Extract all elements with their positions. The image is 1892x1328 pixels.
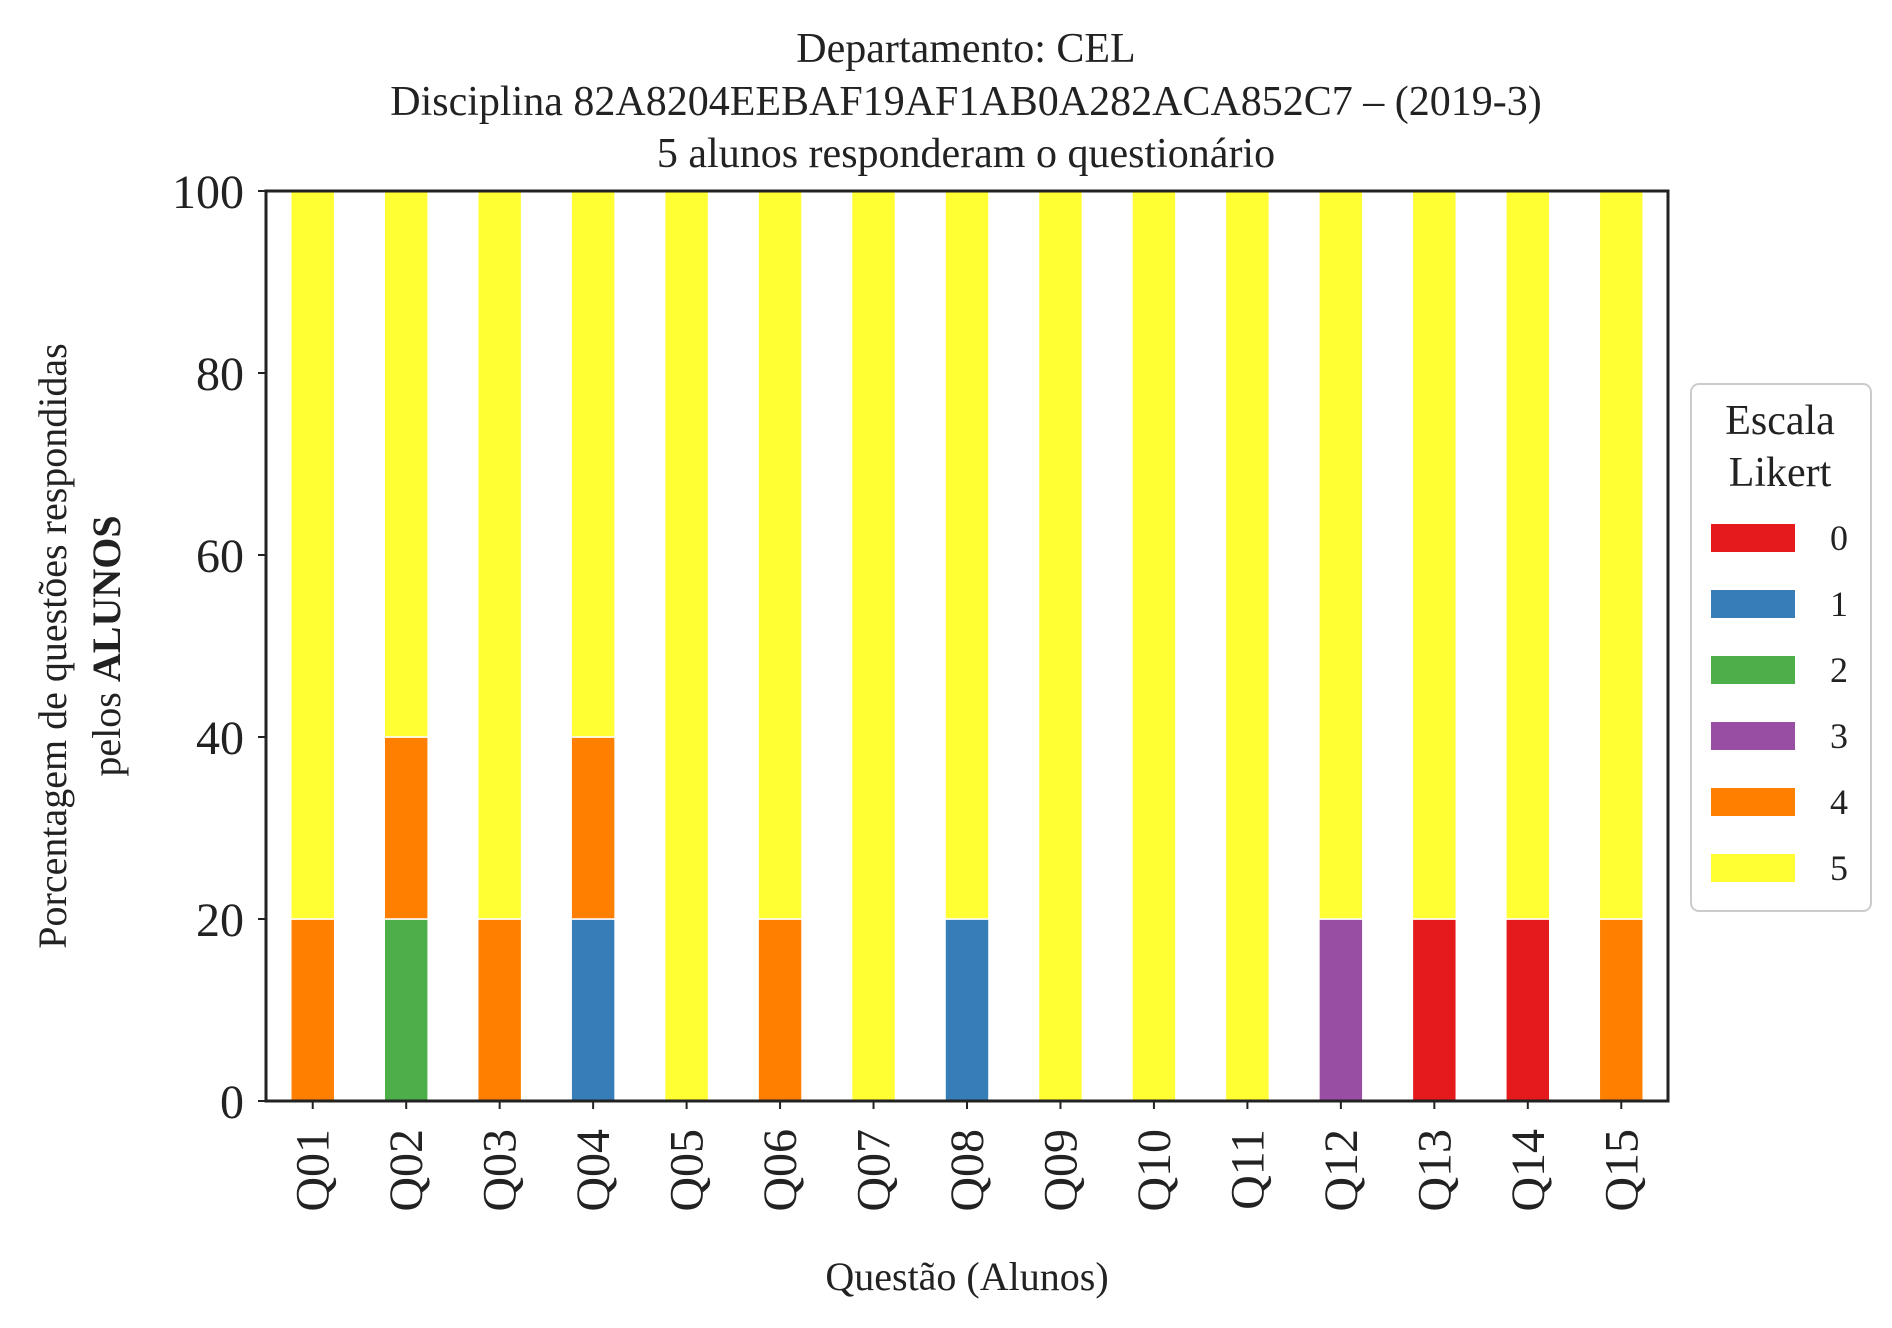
legend-swatch-5	[1711, 854, 1795, 882]
bars-layer	[290, 190, 1644, 1102]
x-tick-label-q04: Q04	[567, 1129, 620, 1212]
plot-frame	[264, 189, 1670, 1103]
bar-q11-scale-5	[1224, 190, 1271, 1102]
x-tick-label-q15: Q15	[1595, 1129, 1648, 1212]
bar-q03-scale-5	[476, 190, 523, 920]
bar-q02-scale-5	[383, 190, 429, 738]
y-tick-label: 80	[196, 348, 244, 401]
bar-q03-scale-4	[476, 918, 523, 1102]
legend-label-0: 0	[1830, 518, 1848, 558]
bar-q01-scale-5	[290, 190, 336, 920]
x-tick-label-q01: Q01	[287, 1129, 340, 1212]
y-tick-label: 60	[196, 530, 244, 583]
bar-q13-scale-0	[1411, 918, 1458, 1102]
legend-label-2: 2	[1830, 650, 1848, 690]
x-tick-label-q11: Q11	[1221, 1129, 1274, 1210]
y-axis-label: Porcentagem de questões respondidas pelo…	[30, 343, 129, 948]
x-tick-label-q14: Q14	[1502, 1129, 1555, 1212]
x-tick-label-q03: Q03	[474, 1129, 527, 1212]
legend-swatch-3	[1711, 722, 1795, 750]
bar-q08-scale-5	[944, 190, 990, 920]
y-tick-label: 40	[196, 712, 244, 765]
y-axis-ticks: 0 20 40 60 80 100	[172, 166, 266, 1129]
x-tick-label-q07: Q07	[848, 1129, 901, 1212]
y-axis-label-line-2: pelos ALUNOS	[84, 515, 129, 776]
legend: Escala Likert 0 1 2 3 4 5	[1690, 383, 1872, 912]
x-tick-label-q08: Q08	[941, 1129, 994, 1212]
y-axis-label-line-1: Porcentagem de questões respondidas	[30, 343, 75, 948]
x-tick-label-q10: Q10	[1128, 1129, 1181, 1212]
chart-title-line-1: Departamento: CEL	[796, 26, 1135, 72]
bar-q10-scale-5	[1131, 190, 1177, 1102]
y-axis-label-prefix: pelos	[84, 682, 129, 776]
bar-q14-scale-5	[1505, 190, 1551, 920]
bar-q15-scale-5	[1598, 190, 1644, 920]
bar-q04-scale-1	[570, 918, 616, 1102]
legend-box	[1690, 383, 1872, 912]
legend-swatch-4	[1711, 788, 1795, 816]
x-tick-label-q05: Q05	[661, 1129, 714, 1212]
legend-title-line-2: Likert	[1729, 450, 1832, 496]
bar-q06-scale-5	[757, 190, 803, 920]
bar-q07-scale-5	[850, 190, 897, 1102]
bar-q15-scale-4	[1598, 918, 1644, 1102]
legend-label-5: 5	[1830, 848, 1848, 888]
chart-title-line-3: 5 alunos responderam o questionário	[657, 131, 1275, 177]
bar-q04-scale-5	[570, 190, 616, 738]
bar-q14-scale-0	[1505, 918, 1551, 1102]
bar-q06-scale-4	[757, 918, 803, 1102]
legend-label-4: 4	[1830, 782, 1848, 822]
bar-q04-scale-4	[570, 736, 616, 920]
y-tick-label: 100	[172, 166, 244, 219]
legend-swatch-0	[1711, 524, 1795, 552]
legend-title-line-1: Escala	[1725, 398, 1835, 444]
x-tick-label-q12: Q12	[1315, 1129, 1368, 1212]
x-tick-label-q09: Q09	[1034, 1129, 1087, 1212]
y-tick-label: 20	[196, 894, 244, 947]
bar-q02-scale-2	[383, 918, 429, 1102]
bar-q05-scale-5	[663, 190, 710, 1102]
chart-title-line-2: Disciplina 82A8204EEBAF19AF1AB0A282ACA85…	[390, 79, 1542, 125]
legend-swatch-2	[1711, 656, 1795, 684]
chart-title: Departamento: CEL Disciplina 82A8204EEBA…	[390, 26, 1542, 177]
x-tick-label-q13: Q13	[1408, 1129, 1461, 1212]
legend-label-3: 3	[1830, 716, 1848, 756]
y-axis-label-bold: ALUNOS	[84, 515, 129, 682]
bar-q13-scale-5	[1411, 190, 1458, 920]
legend-swatch-1	[1711, 590, 1795, 618]
bar-q08-scale-1	[944, 918, 990, 1102]
y-tick-label: 0	[220, 1076, 244, 1129]
x-axis-ticks: Q01 Q02 Q03 Q04 Q05 Q06 Q07 Q08 Q09 Q10 Q11 Q12 Q13 Q…	[287, 1101, 1648, 1212]
x-tick-label-q06: Q06	[754, 1129, 807, 1212]
bar-q01-scale-4	[290, 918, 336, 1102]
legend-label-1: 1	[1830, 584, 1848, 624]
bar-q02-scale-4	[383, 736, 429, 920]
x-axis-label: Questão (Alunos)	[825, 1254, 1108, 1299]
legend-entries: 0 1 2 3 4 5	[1711, 518, 1848, 888]
bar-q12-scale-5	[1318, 190, 1364, 920]
bar-q09-scale-5	[1037, 190, 1084, 1102]
bar-q12-scale-3	[1318, 918, 1364, 1102]
x-tick-label-q02: Q02	[380, 1129, 433, 1212]
